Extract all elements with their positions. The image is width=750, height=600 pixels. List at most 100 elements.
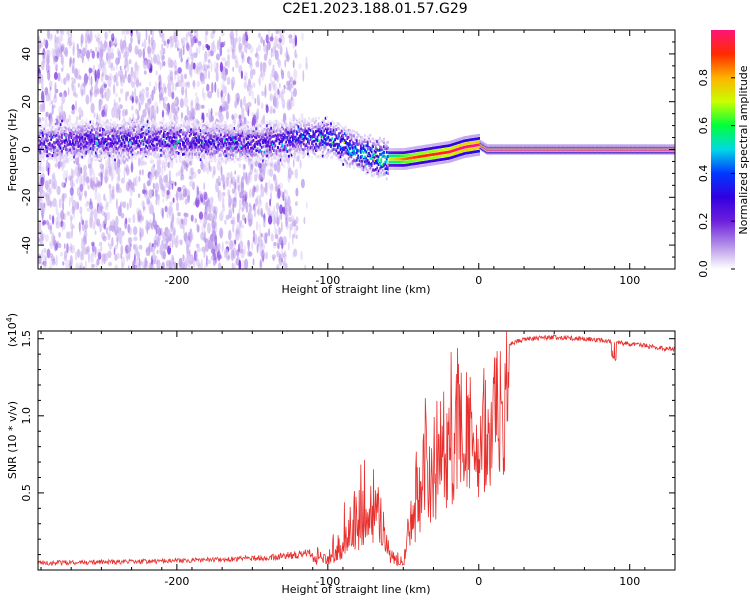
noise-speckle [148,34,150,46]
ridge-cell [62,155,65,159]
ridge-cell [59,128,62,131]
ridge-cell [266,154,268,158]
ridge-cell [256,122,259,126]
ridge-cell [269,145,271,149]
noise-speckle [148,199,151,205]
ridge-cell [73,158,76,161]
ridge-cell [120,156,123,160]
ridge-cell [91,155,93,158]
noise-speckle [195,243,200,248]
noise-speckle [254,173,258,182]
ridge-cell [57,126,59,129]
ridge-cell [222,136,225,140]
ridge-cell [93,157,96,161]
noise-speckle [193,52,198,59]
ridge-cell [104,154,107,158]
ridge-cell [101,128,104,131]
ridge-cell [286,143,289,147]
noise-speckle [127,237,132,245]
ridge-cell [95,151,97,155]
noise-speckle [163,175,167,183]
noise-speckle [69,214,74,222]
noise-speckle [73,60,76,71]
ridge-cell [288,140,290,144]
ridge-cell [341,150,343,154]
ridge-cell [224,138,226,142]
ridge-cell [320,120,323,124]
noise-speckle [151,44,155,55]
noise-speckle [58,52,63,58]
ridge-cell [241,144,244,147]
ridge-cell [270,141,273,144]
noise-speckle [38,203,44,212]
noise-speckle [231,114,234,120]
ridge-cell [65,132,67,136]
noise-speckle [282,164,286,169]
ridge-cell [81,151,84,155]
noise-speckle [111,172,113,182]
noise-speckle [243,163,246,170]
noise-speckle [41,79,44,92]
ridge-cell [183,131,186,135]
noise-speckle [282,235,287,246]
ridge-cell [89,120,92,124]
noise-speckle [263,213,266,223]
noise-speckle [110,33,114,39]
noise-speckle [98,202,103,214]
ridge-cell [341,147,343,150]
ridge-cell [330,122,332,126]
noise-speckle [181,40,186,49]
noise-speckle [110,239,114,247]
noise-speckle [159,50,162,54]
ridge-cell [66,153,69,157]
ridge-cell [139,148,142,151]
ridge-cell [134,143,137,147]
noise-speckle [221,84,226,95]
noise-speckle [105,201,109,208]
ridge-cell [259,124,262,128]
ridge-cell [288,149,290,152]
noise-speckle [259,258,263,269]
noise-speckle [177,212,181,217]
noise-speckle [187,237,190,243]
ridge-cell [255,156,258,159]
noise-speckle [90,91,93,96]
noise-speckle [287,70,291,79]
ridge-cell [256,156,259,160]
ridge-cell [297,146,300,150]
ridge-cell [209,153,211,157]
noise-speckle [193,30,198,34]
ridge-cell [235,126,237,130]
noise-speckle [107,45,111,54]
ridge-cell [248,154,251,158]
ridge-cell [146,149,149,153]
ridge-cell [85,118,88,122]
ridge-cell [158,127,161,131]
ridge-cell [86,141,89,145]
noise-speckle [162,207,164,219]
noise-speckle [220,89,223,98]
ridge-cell [222,125,225,129]
ridge-cell [258,123,260,127]
ridge-cell [332,151,335,155]
ridge-cell [126,147,129,151]
ridge-cell [233,139,236,143]
ridge-cell [282,123,285,126]
ridge-cell [305,147,308,151]
ridge-cell [198,145,201,149]
ridge-cell [248,133,251,137]
ridge-cell [88,120,91,124]
noise-speckle [78,167,82,177]
noise-speckle [71,224,75,229]
noise-speckle [225,103,230,111]
ridge-cell [76,131,78,134]
noise-speckle [268,30,270,39]
ridge-cell [67,128,70,132]
ridge-cell [241,148,244,152]
ridge-cell [213,142,216,146]
ridge-cell [183,147,186,150]
ridge-cell [307,146,309,149]
noise-speckle [248,174,253,184]
ridge-cell [266,124,268,128]
ridge-cell [156,135,158,139]
